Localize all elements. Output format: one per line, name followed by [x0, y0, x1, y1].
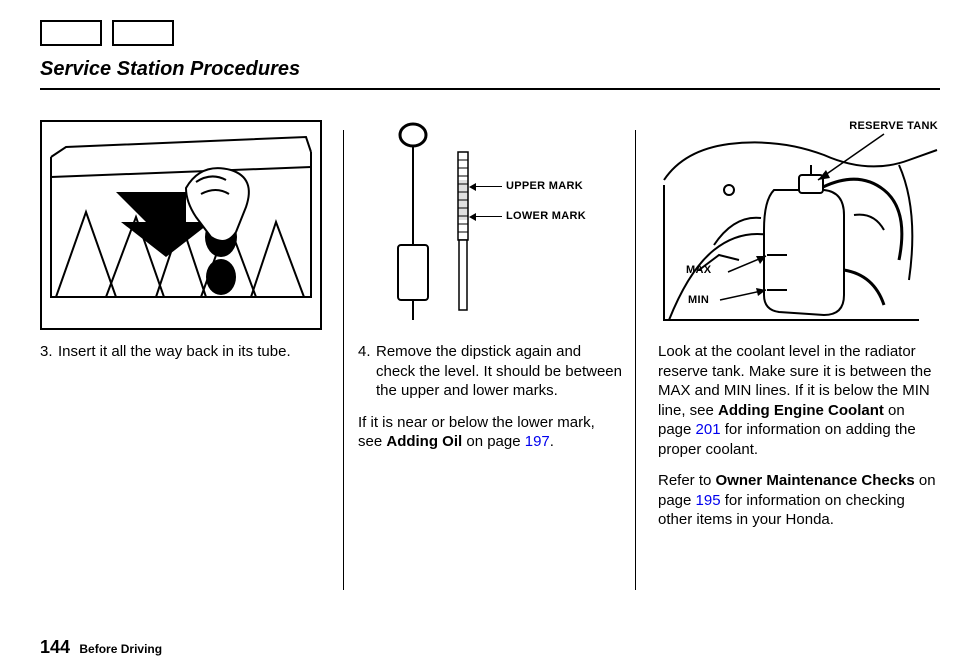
page-number: 144 [40, 637, 70, 657]
column-3: RESERVE TANK MAX MIN Look at the coolant… [640, 120, 940, 600]
column-1: 3. Insert it all the way back in its tub… [40, 120, 340, 600]
column-2-text: 4. Remove the dipstick again and check t… [358, 342, 622, 452]
text-bold: Owner Maintenance Checks [716, 472, 915, 489]
column-3-text: Look at the coolant level in the radiato… [658, 342, 940, 530]
section-label: Before Driving [79, 642, 162, 656]
text-run: Refer to [658, 472, 716, 489]
title-rule [40, 88, 940, 90]
column-2: UPPER MARK LOWER MARK 4. Remove the dips… [340, 120, 640, 600]
illustration-dipstick-marks: UPPER MARK LOWER MARK [358, 120, 622, 330]
column-1-text: 3. Insert it all the way back in its tub… [40, 342, 322, 362]
nav-placeholder [40, 20, 102, 46]
label-reserve-tank: RESERVE TANK [849, 120, 938, 132]
text-run: on page [462, 433, 525, 450]
page-link[interactable]: 197 [525, 433, 550, 450]
label-max: MAX [686, 264, 711, 276]
text-run: . [550, 433, 554, 450]
nav-placeholder [112, 20, 174, 46]
pointer-line [474, 216, 502, 217]
illustration-dipstick-insert [40, 120, 322, 330]
nav-placeholder-row [40, 20, 174, 46]
step-number: 3. [40, 342, 58, 362]
text-bold: Adding Engine Coolant [718, 402, 884, 419]
label-lower-mark: LOWER MARK [506, 210, 586, 222]
label-min: MIN [688, 294, 709, 306]
page-link[interactable]: 195 [696, 492, 721, 509]
columns: 3. Insert it all the way back in its tub… [40, 120, 940, 600]
illustration-reserve-tank: RESERVE TANK MAX MIN [658, 120, 940, 330]
label-upper-mark: UPPER MARK [506, 180, 583, 192]
page-root: Service Station Procedures [0, 0, 954, 672]
step-number: 4. [358, 342, 376, 401]
footer: 144 Before Driving [40, 637, 162, 658]
pointer-line [474, 186, 502, 187]
text-bold: Adding Oil [386, 433, 462, 450]
step-text: Insert it all the way back in its tube. [58, 342, 291, 362]
step-text: Remove the dipstick again and check the … [376, 342, 622, 401]
page-link[interactable]: 201 [696, 421, 721, 438]
page-title: Service Station Procedures [40, 58, 300, 81]
